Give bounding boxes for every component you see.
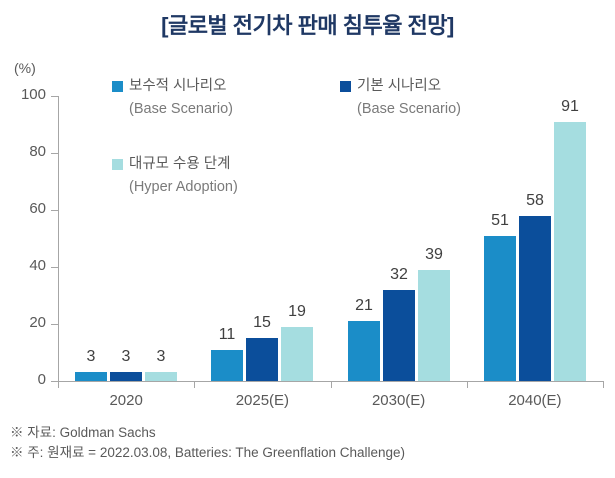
bar-value-label: 21 — [355, 297, 373, 315]
bar-value-label: 3 — [121, 348, 131, 366]
bar-value-label: 15 — [253, 314, 271, 332]
bar-value-label: 19 — [288, 302, 306, 320]
y-tick-label-0: 0 — [37, 371, 46, 388]
x-axis-line — [58, 381, 603, 382]
x-tick-2 — [331, 381, 332, 388]
legend-item-conservative-scenario[interactable]: 보수적 시나리오 (Base Scenario) — [112, 78, 233, 117]
bar-value-label: 3 — [156, 348, 166, 366]
legend-label-ko: 기본 시나리오 — [357, 78, 442, 94]
bar-value-label: 91 — [561, 97, 579, 115]
x-axis-label-2020: 2020 — [109, 392, 143, 409]
bar-2020-s3 — [145, 372, 177, 381]
y-tick-label-60: 60 — [29, 200, 46, 217]
x-tick-3 — [467, 381, 468, 388]
bar-2030e-s1 — [348, 321, 380, 381]
footnote-note: ※ 주: 원재료 = 2022.03.08, Batteries: The Gr… — [10, 445, 406, 460]
y-tick-label-80: 80 — [29, 143, 46, 160]
page-title: [글로벌 전기차 판매 침투율 전망] — [161, 13, 454, 38]
bar-2040e-s1 — [484, 235, 516, 381]
y-tick-0 — [51, 381, 59, 382]
bar-2030e-s2 — [383, 289, 415, 381]
legend-label-ko: 보수적 시나리오 — [129, 78, 227, 94]
bar-2020-s1 — [75, 372, 107, 381]
legend-label-en: (Base Scenario) — [357, 101, 461, 117]
legend-item-base-scenario[interactable]: 기본 시나리오 (Base Scenario) — [340, 78, 461, 117]
footnote-source: ※ 자료: Goldman Sachs — [10, 425, 156, 440]
bar-value-label: 39 — [425, 245, 443, 263]
bar-value-label: 11 — [218, 325, 236, 343]
y-tick-60 — [51, 210, 59, 211]
bar-2025e-s2 — [246, 338, 278, 381]
y-tick-label-20: 20 — [29, 314, 46, 331]
bar-2025e-s3 — [281, 326, 313, 381]
bar-value-label: 51 — [491, 211, 509, 229]
bar-value-label: 58 — [526, 191, 544, 209]
x-tick-0 — [58, 381, 59, 388]
x-tick-4 — [603, 381, 604, 388]
bar-2020-s2 — [110, 372, 142, 381]
footnotes: ※ 자료: Goldman Sachs ※ 주: 원재료 = 2022.03.0… — [10, 423, 405, 463]
legend-swatch-icon — [340, 80, 351, 92]
y-tick-40 — [51, 267, 59, 268]
y-tick-label-40: 40 — [29, 257, 46, 274]
bar-value-label: 3 — [86, 348, 96, 366]
bar-value-label: 32 — [390, 265, 408, 283]
y-axis-unit-label: (%) — [14, 60, 36, 76]
legend-swatch-icon — [112, 158, 123, 170]
x-tick-1 — [194, 381, 195, 388]
bar-2040e-s2 — [519, 215, 551, 381]
y-tick-label-100: 100 — [20, 86, 46, 103]
x-axis-label-2040e: 2040(E) — [508, 392, 562, 409]
legend-swatch-icon — [112, 80, 123, 92]
x-axis-label-2025e: 2025(E) — [235, 392, 290, 409]
legend-label-en: (Base Scenario) — [129, 101, 233, 117]
legend-item-hyper-adoption[interactable]: 대규모 수용 단계 (Hyper Adoption) — [112, 156, 238, 195]
y-axis-line — [58, 96, 59, 382]
bar-2030e-s3 — [418, 269, 450, 381]
bar-2025e-s1 — [211, 349, 243, 381]
y-tick-100 — [51, 96, 59, 97]
legend-label-en: (Hyper Adoption) — [129, 179, 238, 195]
y-tick-20 — [51, 324, 59, 325]
bar-2040e-s3 — [554, 121, 586, 381]
x-axis-label-2030e: 2030(E) — [371, 392, 426, 409]
legend-label-ko: 대규모 수용 단계 — [129, 156, 231, 172]
y-tick-80 — [51, 153, 59, 154]
